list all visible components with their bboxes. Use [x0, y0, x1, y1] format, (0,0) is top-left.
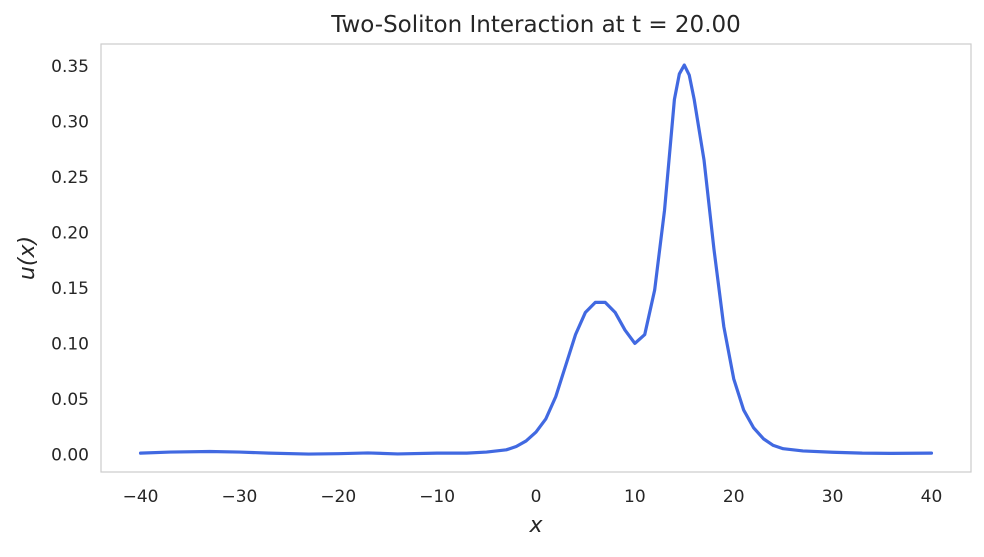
x-tick-label: −20 [320, 487, 356, 507]
y-tick-label: 0.15 [51, 279, 89, 299]
x-tick-label: −10 [419, 487, 455, 507]
y-tick-label: 0.25 [51, 168, 89, 188]
plot-frame [100, 43, 972, 473]
x-axis-label: x [528, 513, 543, 538]
y-tick-label: 0.35 [51, 57, 89, 77]
x-tick-label: 0 [531, 487, 542, 507]
x-tick-label: −40 [123, 487, 159, 507]
chart-title: Two-Soliton Interaction at t = 20.00 [330, 12, 741, 38]
y-tick-labels: 0.00 0.05 0.10 0.15 0.20 0.25 0.30 0.35 [51, 57, 89, 465]
x-tick-label: 40 [921, 487, 943, 507]
series-layer [138, 63, 934, 456]
x-tick-label: 20 [723, 487, 745, 507]
y-tick-label: 0.00 [51, 445, 89, 465]
x-tick-label: 30 [822, 487, 844, 507]
y-tick-label: 0.20 [51, 223, 89, 243]
y-tick-label: 0.10 [51, 334, 89, 354]
series-line-0 [138, 63, 934, 456]
x-tick-label: −30 [221, 487, 257, 507]
y-axis-label: u(x) [15, 236, 40, 280]
y-tick-label: 0.30 [51, 113, 89, 133]
y-tick-label: 0.05 [51, 390, 89, 410]
x-tick-labels: −40 −30 −20 −10 0 10 20 30 40 [123, 487, 943, 507]
x-tick-label: 10 [624, 487, 646, 507]
